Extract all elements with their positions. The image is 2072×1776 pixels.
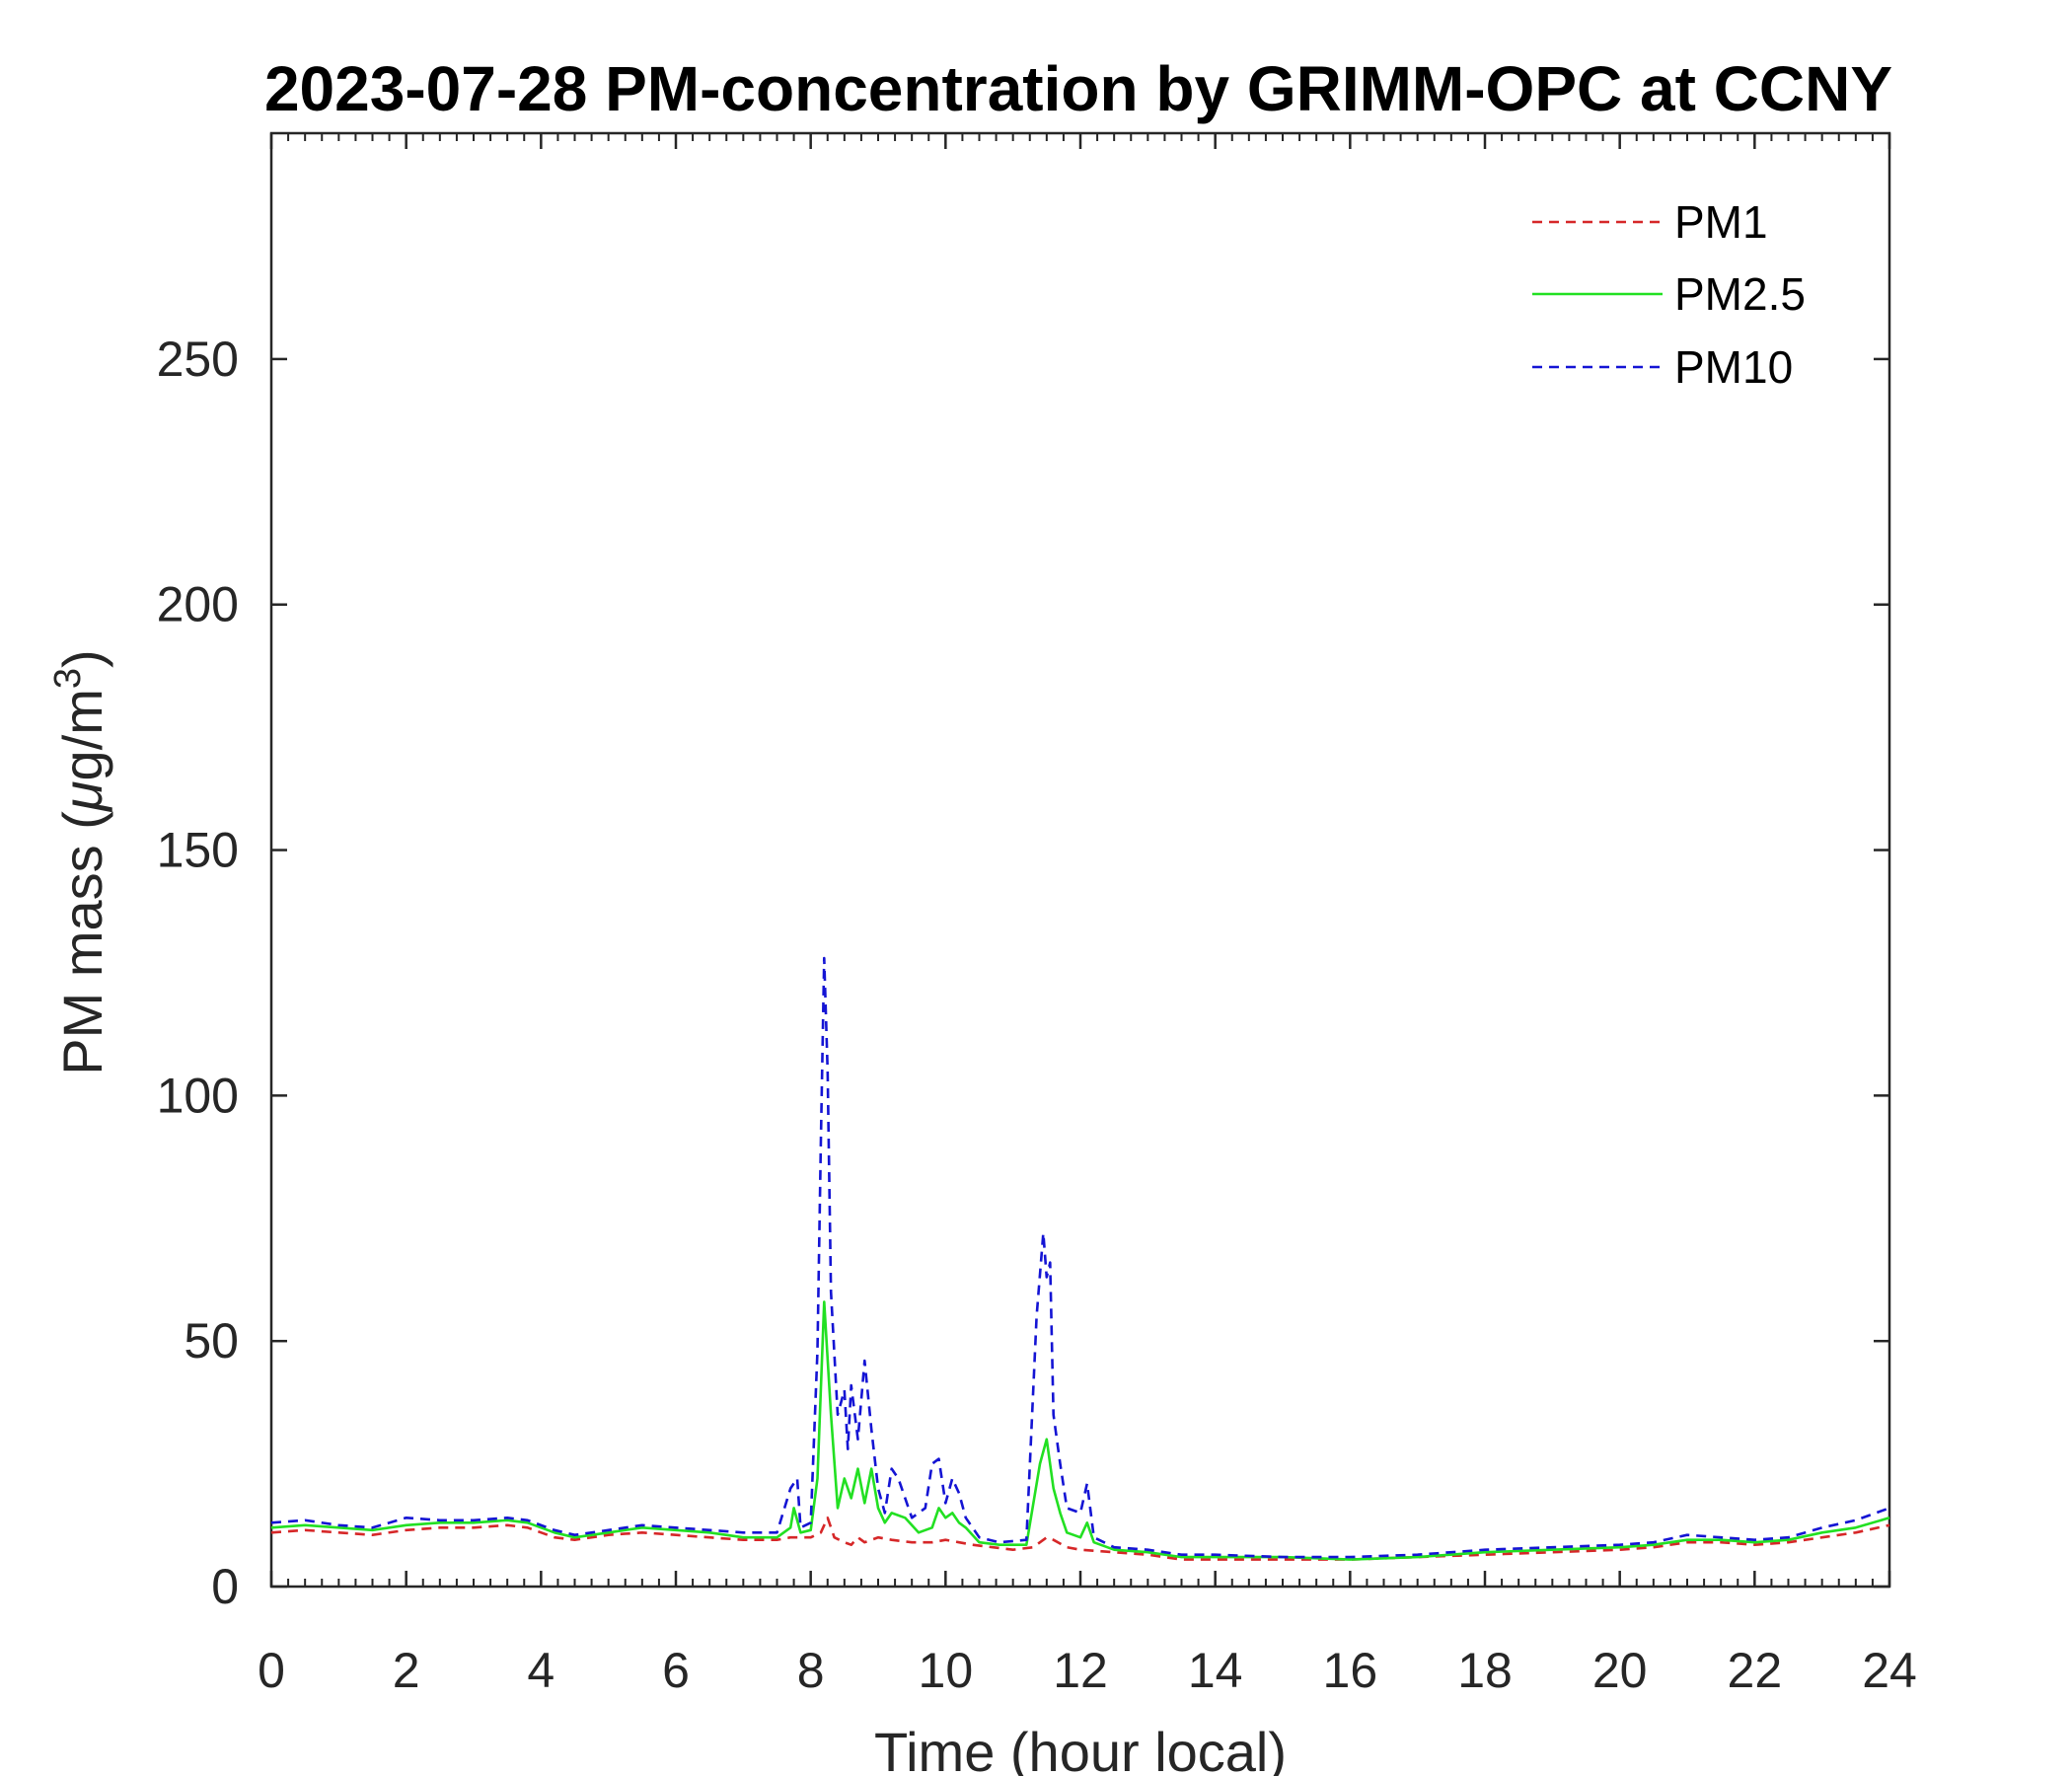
legend-label-pm10: PM10 <box>1674 341 1793 393</box>
x-tick-label: 10 <box>919 1643 974 1698</box>
y-tick-label: 50 <box>184 1313 239 1369</box>
x-axis-label: Time (hour local) <box>874 1721 1287 1776</box>
y-tick-label: 100 <box>157 1068 239 1123</box>
y-axis-label-unit: g/m <box>51 689 113 780</box>
x-tick-label: 4 <box>527 1643 555 1698</box>
series-line-pm2-5 <box>270 1300 1890 1561</box>
series-line-pm1 <box>270 1517 1890 1561</box>
y-axis-label-close: ) <box>51 649 113 668</box>
x-tick-label: 24 <box>1862 1643 1917 1698</box>
x-tick-label: 8 <box>797 1643 825 1698</box>
y-tick-label: 0 <box>211 1559 239 1614</box>
y-tick-label: 250 <box>157 332 239 387</box>
x-tick-label: 18 <box>1457 1643 1513 1698</box>
y-axis-label-superscript: 3 <box>47 668 89 689</box>
x-tick-label: 6 <box>662 1643 690 1698</box>
x-tick-label: 2 <box>393 1643 420 1698</box>
x-tick-label: 0 <box>258 1643 285 1698</box>
series-line-pm10 <box>270 956 1890 1559</box>
x-tick-label: 16 <box>1323 1643 1378 1698</box>
y-axis-label-main: PM mass ( <box>51 811 113 1075</box>
legend: PM1 PM2.5 PM10 <box>1532 196 1806 393</box>
y-axis-label-mu: μ <box>51 780 113 813</box>
series-layer <box>270 956 1890 1561</box>
y-tick-label: 150 <box>157 823 239 878</box>
legend-label-pm1: PM1 <box>1674 196 1768 248</box>
x-tick-label: 14 <box>1188 1643 1243 1698</box>
legend-label-pm2-5: PM2.5 <box>1674 268 1806 320</box>
x-tick-label: 20 <box>1592 1643 1648 1698</box>
x-tick-label: 22 <box>1728 1643 1783 1698</box>
x-tick-label: 12 <box>1053 1643 1108 1698</box>
chart-title: 2023-07-28 PM-concentration by GRIMM-OPC… <box>264 53 1892 124</box>
axis-ticks <box>269 133 1891 1589</box>
y-tick-label: 200 <box>157 577 239 632</box>
plot-area <box>269 131 1891 1589</box>
y-axis-label: PM mass (μg/m3) <box>47 649 113 1074</box>
